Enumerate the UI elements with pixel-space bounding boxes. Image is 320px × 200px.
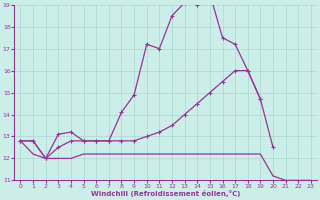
X-axis label: Windchill (Refroidissement éolien,°C): Windchill (Refroidissement éolien,°C) bbox=[91, 190, 240, 197]
